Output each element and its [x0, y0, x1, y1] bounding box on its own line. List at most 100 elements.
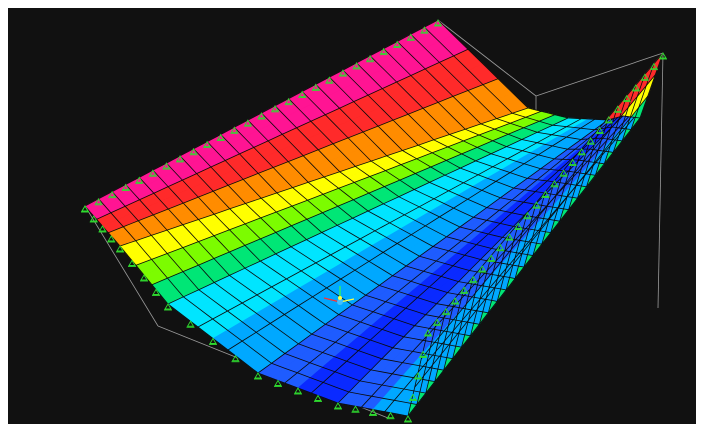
support-triangle — [254, 372, 262, 379]
support-markers — [81, 19, 667, 423]
support-triangle — [496, 243, 505, 251]
support-triangle — [274, 379, 282, 386]
axis-origin-highlight — [338, 296, 342, 300]
support-triangle — [595, 126, 604, 134]
mesh-line-long — [135, 110, 542, 266]
support-triangle — [460, 286, 468, 293]
support-triangle — [487, 254, 496, 261]
support-marker — [568, 158, 577, 166]
support-triangle — [424, 329, 432, 336]
support-marker — [128, 259, 136, 267]
support-triangle — [98, 225, 107, 232]
support-triangle — [409, 393, 417, 400]
support-marker — [613, 105, 622, 113]
support-triangle — [505, 233, 514, 240]
support-triangle — [271, 104, 279, 112]
support-marker — [434, 19, 442, 27]
support-triangle — [351, 405, 360, 412]
support-marker — [414, 372, 422, 380]
support-triangle — [121, 183, 130, 190]
support-marker — [541, 190, 550, 198]
support-marker — [640, 73, 649, 81]
support-triangle — [312, 83, 320, 90]
support-marker — [189, 147, 198, 156]
model-viewport[interactable] — [8, 8, 696, 424]
support-triangle — [641, 73, 649, 80]
support-marker — [577, 148, 586, 156]
viewport-canvas[interactable] — [8, 8, 696, 424]
support-triangle — [623, 94, 631, 102]
support-marker — [523, 211, 532, 220]
support-marker — [325, 76, 334, 84]
support-triangle — [294, 387, 302, 394]
support-marker — [294, 387, 302, 395]
support-marker — [89, 215, 98, 223]
support-marker — [487, 254, 496, 262]
support-marker — [81, 205, 89, 213]
mesh-line-long — [257, 119, 609, 374]
support-triangle — [433, 318, 441, 325]
support-triangle — [451, 297, 459, 304]
support-triangle — [577, 148, 586, 155]
support-marker — [351, 405, 360, 413]
support-triangle — [149, 169, 157, 176]
support-triangle — [107, 235, 116, 242]
support-marker — [433, 318, 442, 326]
support-marker — [496, 243, 505, 252]
support-marker — [409, 393, 417, 401]
support-triangle — [478, 265, 487, 272]
support-triangle — [128, 259, 136, 266]
support-triangle — [559, 169, 568, 176]
support-marker — [152, 288, 160, 296]
support-marker — [209, 337, 217, 345]
support-triangle — [366, 54, 374, 62]
support-marker — [386, 411, 395, 420]
support-triangle — [379, 47, 388, 55]
support-marker — [659, 52, 667, 60]
bounding-box-edge — [437, 19, 537, 97]
support-marker — [460, 286, 469, 294]
support-marker — [559, 169, 568, 177]
support-marker — [424, 329, 432, 337]
support-triangle — [244, 119, 252, 126]
support-marker — [514, 222, 523, 230]
support-triangle — [284, 97, 293, 105]
support-marker — [284, 97, 293, 106]
support-triangle — [162, 162, 171, 169]
mesh-line-long — [407, 117, 641, 417]
support-triangle — [152, 288, 160, 295]
support-marker — [121, 183, 130, 191]
support-marker — [231, 354, 240, 363]
deformed-shell-surface — [84, 19, 664, 417]
support-marker — [314, 394, 322, 402]
support-triangle — [434, 19, 442, 26]
support-triangle — [614, 105, 622, 112]
support-marker — [586, 137, 595, 145]
support-marker — [406, 33, 415, 41]
support-triangle — [393, 40, 402, 47]
support-triangle — [404, 415, 412, 422]
support-marker — [230, 126, 239, 134]
support-marker — [442, 307, 451, 316]
support-marker — [311, 83, 320, 91]
mesh-line-long — [167, 117, 569, 305]
support-triangle — [442, 307, 450, 315]
support-marker — [550, 179, 559, 188]
support-triangle — [216, 133, 225, 140]
support-marker — [595, 126, 604, 135]
support-triangle — [81, 205, 89, 212]
support-marker — [107, 235, 116, 243]
mesh-line-long — [151, 114, 555, 286]
support-marker — [203, 140, 212, 149]
support-triangle — [257, 112, 266, 119]
support-triangle — [632, 84, 640, 91]
support-triangle — [231, 354, 240, 362]
support-marker — [404, 415, 412, 423]
support-triangle — [108, 190, 116, 198]
support-triangle — [339, 69, 347, 76]
support-triangle — [298, 90, 307, 97]
support-triangle — [209, 337, 217, 344]
support-marker — [604, 116, 613, 124]
support-triangle — [116, 245, 124, 252]
